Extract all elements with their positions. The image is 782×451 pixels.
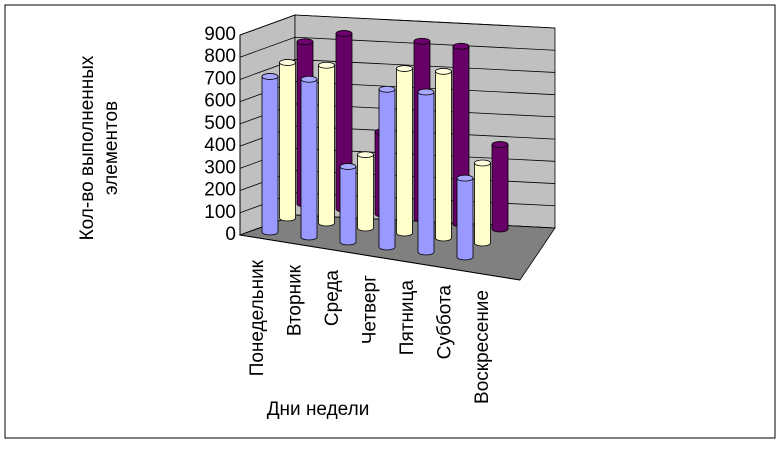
y-tick-label: 400 [204,135,236,156]
y-tick-label: 900 [204,24,236,45]
y-tick-label: 100 [204,202,236,223]
y-tick-label: 0 [225,224,236,245]
bar-body [396,68,413,237]
bar-body [378,88,396,251]
bar-body [279,62,296,222]
bar-top [435,67,452,75]
bar [378,85,396,251]
bar-top [417,88,435,96]
bar [491,141,509,233]
bar [300,75,318,241]
bar [417,88,435,256]
bar-top [300,75,318,83]
bar-top [456,174,474,182]
bar-body [357,154,374,232]
y-tick-label: 500 [204,113,236,134]
y-axis-title-line: элементов [101,101,122,195]
bar-body [435,70,452,242]
y-axis-title-line: Кол-во выполненных [77,55,98,240]
y-tick-label: 800 [204,46,236,67]
bar-top [357,151,374,159]
bar-body [456,177,474,261]
bar-top [396,65,413,72]
bar-body [300,78,318,241]
bar [456,174,474,261]
bar-top [296,38,314,46]
bar-body [474,162,491,247]
x-tick-label: Четверг [360,275,381,344]
bar-body [491,144,509,233]
bar-top [339,163,357,170]
bar-body [339,166,357,246]
x-axis [239,234,521,281]
bar [339,163,357,246]
bar-body [261,76,279,236]
bar-top [413,37,431,45]
bar-top [474,159,491,167]
x-tick-label: Вторник [285,264,306,336]
x-tick-label: Понедельник [247,259,268,376]
y-tick-label: 600 [204,91,236,112]
bar [396,65,413,237]
bar [357,151,374,232]
bar-top [318,61,335,69]
y-tick-label: 700 [204,68,236,89]
bar [261,73,279,236]
bar-top [491,141,509,148]
y-axis-title: Кол-во выполненных элементов [77,55,122,240]
bar-top [452,42,470,50]
bar-top [279,59,296,66]
x-axis-title: Дни недели [267,399,370,420]
bar [318,61,335,227]
bar [279,59,296,222]
y-tick-label: 300 [204,157,236,178]
x-tick-label: Воскресение [472,290,493,404]
bar-body [417,91,435,256]
x-tick-label: Суббота [435,285,456,360]
bar-body [318,64,335,227]
x-tick-label: Пятница [397,280,418,356]
bar-top [261,73,279,80]
bar [435,67,452,242]
x-tick-label: Среда [322,270,343,327]
y-tick-label: 200 [204,180,236,201]
grid-line [239,14,556,36]
bar-top [378,85,396,93]
bar [474,159,491,247]
bar-top [335,30,353,37]
